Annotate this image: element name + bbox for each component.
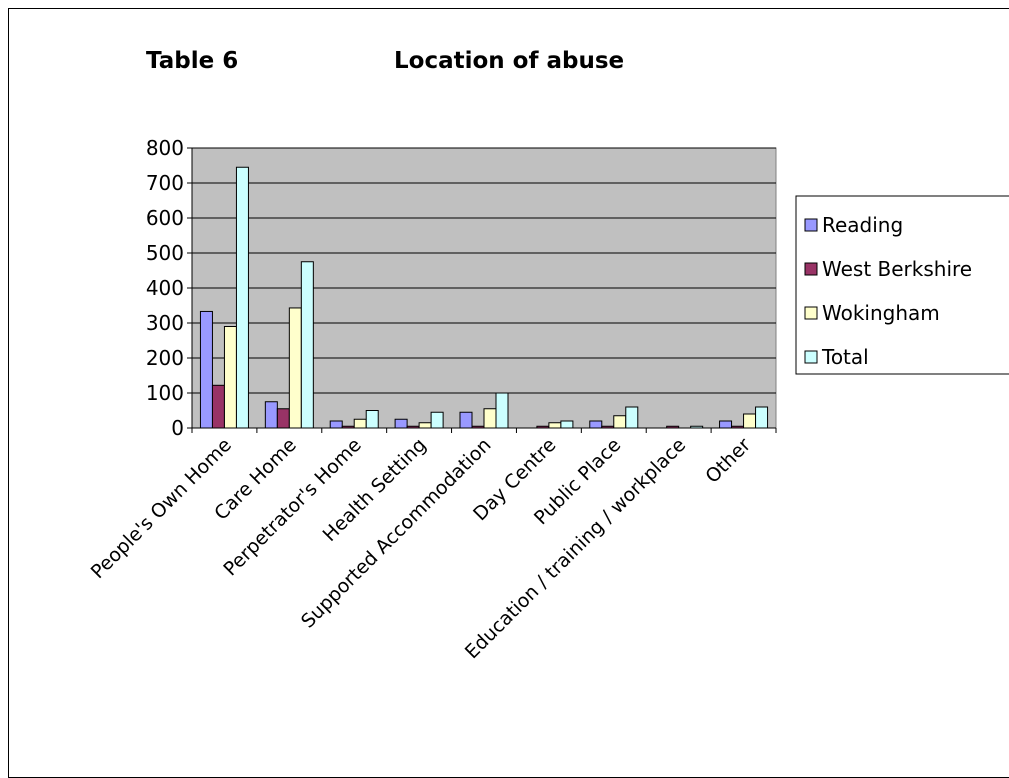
- legend-label: West Berkshire: [822, 257, 972, 281]
- bar: [459, 411, 473, 429]
- bar: [365, 410, 379, 429]
- legend-swatch: [804, 218, 818, 232]
- bar: [483, 408, 497, 429]
- y-tick-label: 100: [146, 381, 184, 405]
- legend-swatch: [804, 306, 818, 320]
- bar: [589, 420, 603, 429]
- bars: [199, 166, 769, 429]
- legend-swatch: [804, 262, 818, 276]
- y-tick-label: 700: [146, 171, 184, 195]
- bar: [394, 418, 408, 429]
- bar: [755, 406, 769, 429]
- bar: [300, 261, 314, 429]
- table-label: Table 6: [146, 48, 239, 74]
- legend-label: Total: [821, 345, 869, 369]
- bar: [264, 401, 278, 429]
- bar: [288, 307, 302, 429]
- y-tick-label: 500: [146, 241, 184, 265]
- bar: [235, 166, 249, 429]
- x-tick-label: Other: [701, 434, 755, 488]
- bar: [560, 420, 574, 429]
- bar: [276, 408, 290, 429]
- legend-swatch: [804, 350, 818, 364]
- y-tick-label: 200: [146, 346, 184, 370]
- bar: [353, 418, 367, 429]
- legend: Reading West Berkshire Wokingham Total: [795, 195, 1009, 375]
- y-tick-label: 600: [146, 206, 184, 230]
- legend-box: [795, 195, 1009, 375]
- plot-area: [191, 147, 777, 429]
- bar: [548, 422, 562, 429]
- y-tick-label: 400: [146, 276, 184, 300]
- bar: [430, 411, 444, 429]
- bar: [719, 420, 733, 429]
- bar: [495, 392, 509, 429]
- chart-title: Location of abuse: [394, 48, 625, 74]
- bar: [199, 310, 213, 429]
- y-tick-label: 800: [146, 136, 184, 160]
- bar: [743, 413, 757, 429]
- bar: [211, 384, 225, 429]
- legend-label: Wokingham: [822, 301, 940, 325]
- bar: [613, 415, 627, 429]
- bar: [625, 406, 639, 429]
- bar: [223, 326, 237, 429]
- bar: [329, 420, 343, 429]
- legend-label: Reading: [822, 213, 903, 237]
- y-tick-label: 300: [146, 311, 184, 335]
- y-tick-label: 0: [171, 416, 184, 440]
- bar: [418, 422, 432, 429]
